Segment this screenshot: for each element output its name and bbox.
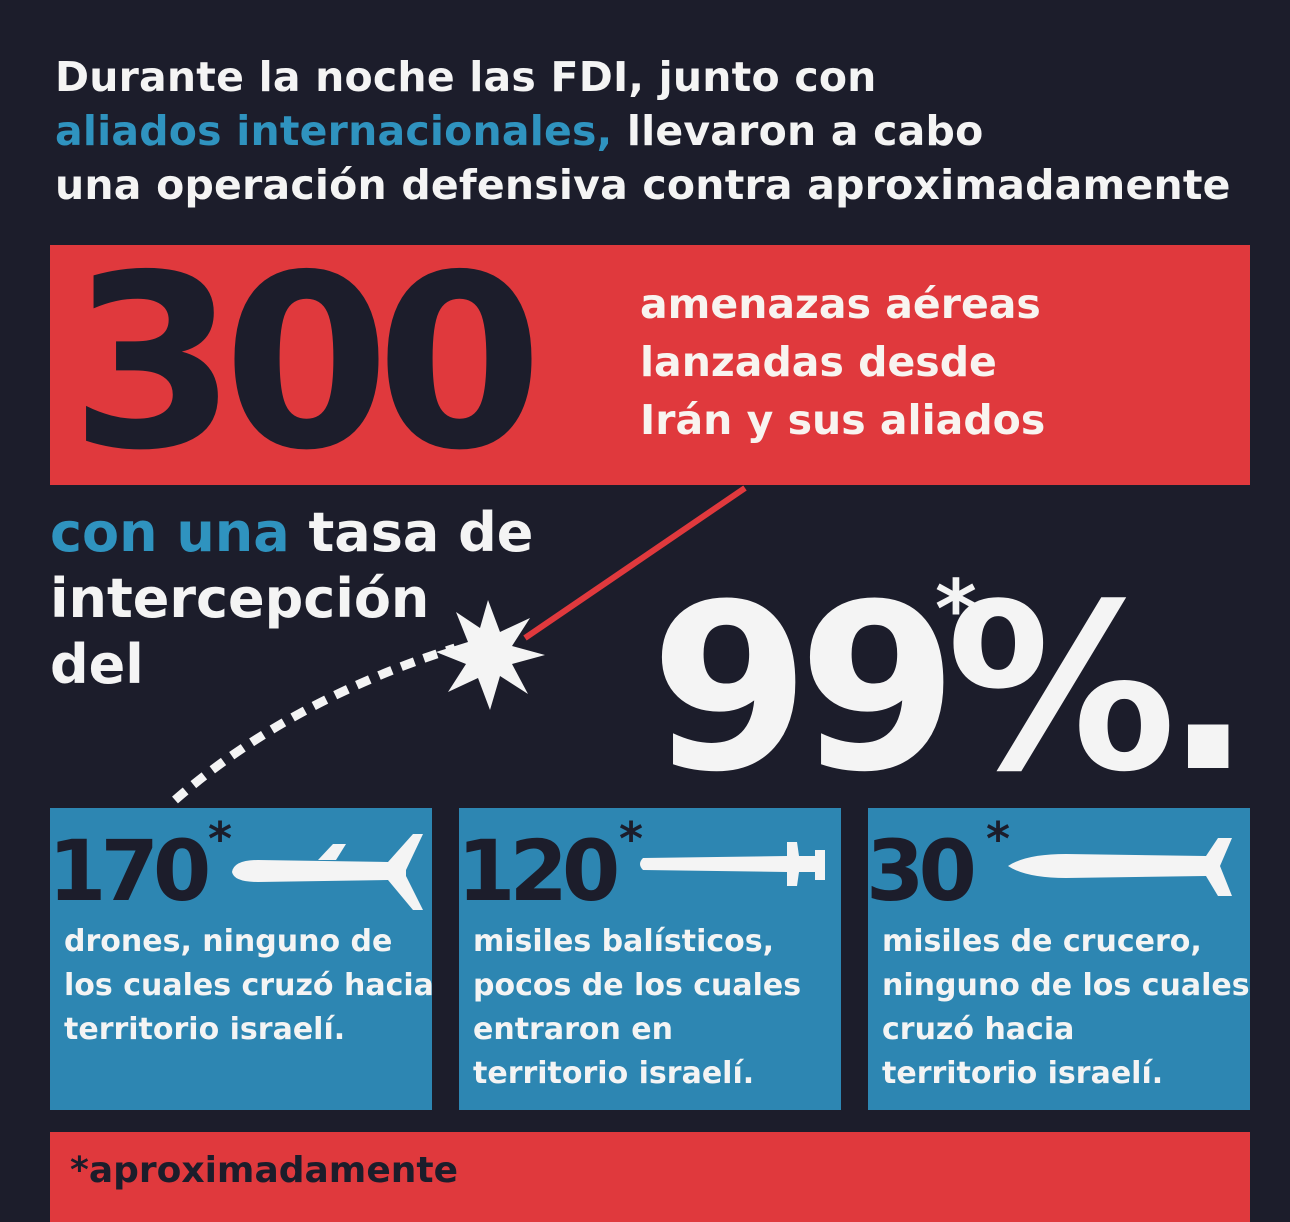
intro-accent: aliados internacionales,: [55, 107, 613, 155]
headline-banner: [50, 245, 1250, 485]
card-cruise-missiles: 30 * misiles de crucero, ninguno de los …: [866, 808, 1252, 1110]
card-ballistic-missiles: 120 * misiles balísticos, pocos de los c…: [457, 808, 843, 1110]
intro-line-2: aliados internacionales, llevaron a cabo: [55, 104, 1255, 158]
card-line: pocos de los cuales: [473, 968, 802, 1003]
burst-icon: [436, 600, 545, 710]
headline-line-2: lanzadas desde: [640, 338, 997, 386]
headline-number: 300: [70, 223, 543, 503]
card-number: 30: [866, 822, 977, 920]
interceptor-line: [523, 485, 747, 641]
card-line: territorio israelí.: [882, 1056, 1164, 1091]
card-number: 120: [457, 822, 620, 920]
intro-line-2-rest: llevaron a cabo: [612, 107, 984, 155]
intro-text: Durante la noche las FDI, junto con alia…: [55, 50, 1255, 212]
cruise-missile-icon: [1008, 838, 1232, 896]
headline-line-1: amenazas aéreas: [640, 280, 1041, 328]
card-line: los cuales cruzó hacia: [64, 968, 434, 1003]
card-line: ninguno de los cuales: [882, 968, 1250, 1003]
rate-text: con una tasa de intercepción del: [50, 500, 570, 698]
card-line: entraron en: [473, 1012, 673, 1047]
card-line: misiles de crucero,: [882, 924, 1202, 959]
headline-line-3: Irán y sus aliados: [640, 396, 1046, 444]
drone-icon: [232, 834, 423, 910]
card-description: drones, ninguno de los cuales cruzó haci…: [64, 920, 434, 1052]
percentage-asterisk: *: [935, 563, 977, 656]
intro-line-1: Durante la noche las FDI, junto con: [55, 53, 877, 101]
card-drones: 170 * drones, ninguno de los cuales cruz…: [48, 808, 434, 1110]
rate-line-1: con una tasa de: [50, 500, 570, 566]
card-asterisk: *: [619, 812, 644, 866]
rate-line-1-rest: tasa de: [289, 501, 534, 564]
card-line: drones, ninguno de: [64, 924, 393, 959]
intro-line-3: una operación defensiva contra aproximad…: [55, 161, 1231, 209]
ballistic-missile-icon: [640, 842, 825, 886]
rate-accent: con una: [50, 501, 290, 564]
card-description: misiles de crucero, ninguno de los cuale…: [882, 920, 1252, 1096]
interception-percentage: 99%.: [650, 556, 1252, 823]
footnote-text: *aproximadamente: [70, 1150, 458, 1191]
card-asterisk: *: [986, 812, 1011, 866]
card-description: misiles balísticos, pocos de los cuales …: [473, 920, 843, 1096]
rate-line-3: del: [50, 633, 144, 696]
card-asterisk: *: [208, 812, 233, 866]
card-line: misiles balísticos,: [473, 924, 775, 959]
card-line: territorio israelí.: [473, 1056, 755, 1091]
dotted-trajectory: [172, 643, 457, 804]
headline-text: amenazas aéreas lanzadas desde Irán y su…: [640, 275, 1240, 449]
rate-line-2: intercepción: [50, 567, 430, 630]
card-line: cruzó hacia: [882, 1012, 1075, 1047]
card-number: 170: [48, 822, 211, 920]
card-line: territorio israelí.: [64, 1012, 346, 1047]
footnote-banner: *aproximadamente: [50, 1132, 1250, 1222]
